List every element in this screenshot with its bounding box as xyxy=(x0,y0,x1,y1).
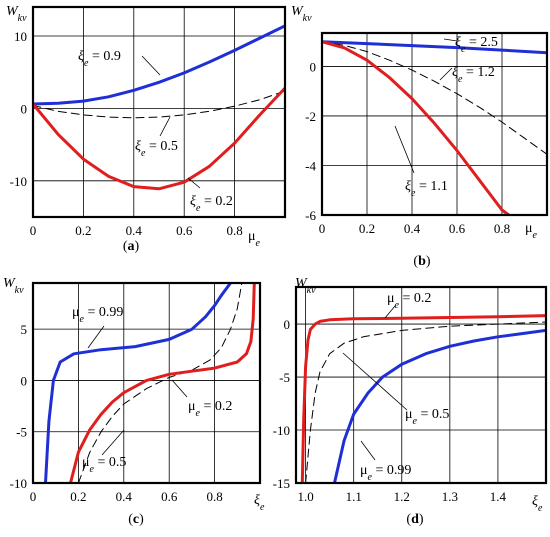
y-axis-label: Wkv xyxy=(6,4,27,24)
chart-panel-a: 0 0.2 0.4 0.6 0.8 10 0 -10 Wkv μe ξe = 0.9 ξe = 0.5… xyxy=(6,4,287,254)
x-tick-label: 0.6 xyxy=(161,489,178,504)
x-tick-label: 1.2 xyxy=(394,489,410,504)
series-line-0 xyxy=(44,283,232,483)
series-line-1 xyxy=(33,90,285,119)
series-line-2 xyxy=(69,283,256,483)
series-annotation: μe = 0.99 xyxy=(72,305,123,325)
x-tick-label: 1.3 xyxy=(442,489,458,504)
x-axis-label: μe xyxy=(248,229,261,249)
series-line-1 xyxy=(322,41,547,155)
series-line-2 xyxy=(322,40,511,215)
series-annotation: ξe = 0.9 xyxy=(78,49,121,69)
chart-panel-c: 0 0.2 0.4 0.6 0.8 5 0 -5 -10 Wkv ξe μe = 0.99 μe = 0… xyxy=(3,276,265,527)
x-tick-label: 1.1 xyxy=(346,489,362,504)
plot-frame xyxy=(31,281,262,485)
x-tick-label: 0.2 xyxy=(359,221,375,236)
y-tick-label: -10 xyxy=(10,174,27,189)
series-annotation: μe = 0.5 xyxy=(82,455,126,475)
annotation-leader xyxy=(101,429,125,456)
y-tick-label: 0 xyxy=(310,59,317,74)
series-line-1 xyxy=(77,283,243,483)
x-axis-label: μe xyxy=(525,221,538,241)
panel-caption: (a) xyxy=(123,239,140,254)
y-tick-label: -15 xyxy=(273,476,290,491)
chart-panel-d: 1.0 1.1 1.2 1.3 1.4 0 -5 -10 -15 Wkv ξe μe = 0.2 μe … xyxy=(273,276,548,527)
series-line-0 xyxy=(300,314,546,483)
series-annotation: ξe = 2.5 xyxy=(455,35,498,55)
series-line-2 xyxy=(333,328,546,483)
y-tick-label: -6 xyxy=(305,208,316,223)
y-tick-label: -5 xyxy=(16,425,27,440)
series-annotation: μe = 0.2 xyxy=(387,291,431,311)
y-axis-label: Wkv xyxy=(295,276,316,296)
y-tick-label: -10 xyxy=(10,476,27,491)
panel-caption: (d) xyxy=(406,512,423,527)
series-annotation: μe = 0.5 xyxy=(405,407,449,427)
x-tick-label: 1.4 xyxy=(490,489,507,504)
x-tick-label: 0.2 xyxy=(75,223,91,238)
x-tick-label: 0.8 xyxy=(494,221,510,236)
y-axis-label: Wkv xyxy=(291,4,312,24)
plot-frame xyxy=(320,31,549,217)
y-tick-label: -5 xyxy=(279,370,290,385)
x-tick-label: 0.4 xyxy=(116,489,133,504)
series-annotation: ξe = 0.5 xyxy=(135,139,178,159)
chart-panel-b: 0 0.2 0.4 0.6 0.8 0 -2 -4 -6 Wkv μe ξe = 2.5 ξe = 1.… xyxy=(291,4,549,269)
annotation-leader xyxy=(360,440,376,461)
series-line-2 xyxy=(33,86,285,191)
y-tick-label: -4 xyxy=(305,158,316,173)
annotation-leader xyxy=(384,305,396,319)
x-tick-label: 0 xyxy=(30,223,37,238)
y-tick-label: 0 xyxy=(21,373,28,388)
panel-caption: (c) xyxy=(128,512,144,527)
y-tick-label: 10 xyxy=(14,29,27,44)
x-tick-label: 0 xyxy=(319,221,326,236)
x-tick-label: 0.8 xyxy=(206,489,222,504)
annotation-leader xyxy=(394,125,415,174)
y-tick-label: -10 xyxy=(273,423,290,438)
x-axis-label: ξe xyxy=(254,493,265,513)
annotation-leader xyxy=(439,67,453,81)
plot-frame xyxy=(31,5,287,219)
x-tick-label: 0.4 xyxy=(126,223,143,238)
x-tick-label: 0.6 xyxy=(176,223,193,238)
annotation-leader xyxy=(171,379,188,398)
x-tick-label: 0.8 xyxy=(226,223,242,238)
series-line-0 xyxy=(33,24,285,106)
series-annotation: ξe = 1.2 xyxy=(452,65,495,85)
annotation-leader xyxy=(443,38,458,42)
x-axis-label: ξe xyxy=(532,494,543,514)
y-axis-label: Wkv xyxy=(3,276,24,296)
series-annotation: μe = 0.99 xyxy=(360,463,411,483)
series-annotation: ξe = 0.2 xyxy=(190,194,233,214)
x-tick-label: 0.6 xyxy=(449,221,466,236)
annotation-leader xyxy=(342,352,408,411)
x-tick-label: 0 xyxy=(30,489,37,504)
panel-caption: (b) xyxy=(413,254,430,269)
series-line-1 xyxy=(305,321,546,483)
y-tick-label: 5 xyxy=(21,322,28,337)
annotation-leader xyxy=(141,55,161,76)
annotation-leader xyxy=(187,177,201,189)
plot-frame xyxy=(294,285,548,485)
annotation-leader xyxy=(159,116,171,137)
y-tick-label: -2 xyxy=(305,109,316,124)
x-tick-label: 1.0 xyxy=(297,489,313,504)
series-line-0 xyxy=(322,40,547,55)
y-tick-label: 0 xyxy=(21,101,28,116)
y-tick-label: 0 xyxy=(284,317,291,332)
x-tick-label: 0.4 xyxy=(404,221,421,236)
series-annotation: μe = 0.2 xyxy=(188,399,232,419)
series-annotation: ξe = 1.1 xyxy=(405,179,448,199)
annotation-leader xyxy=(87,325,105,349)
x-tick-label: 0.2 xyxy=(70,489,86,504)
